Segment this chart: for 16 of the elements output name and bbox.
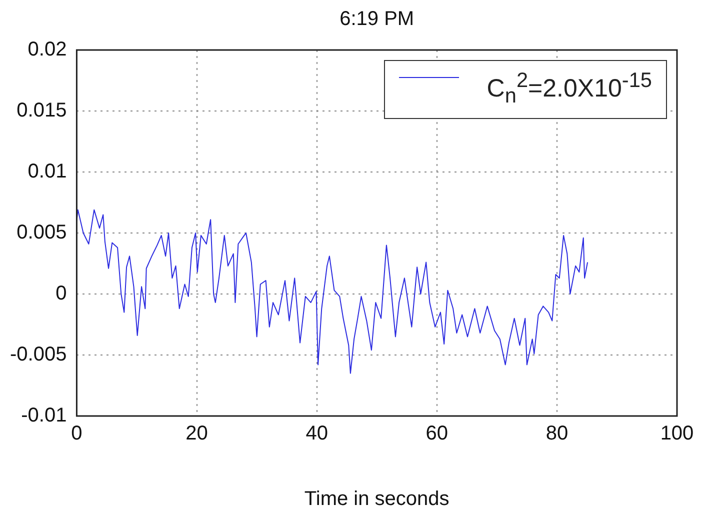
x-tick-label: 40 (306, 422, 328, 445)
y-tick-label: 0 (56, 282, 67, 305)
y-tick-label: 0.005 (16, 222, 67, 244)
x-tick-label: 20 (186, 422, 208, 445)
x-tick-label: 100 (660, 422, 694, 445)
y-tick-label: -0.01 (21, 404, 67, 427)
legend-label: C$_{n}$$^{2}$=2.0X10$^{-15}$ (486, 69, 652, 108)
x-tick-label: 60 (426, 422, 448, 445)
y-tick-label: 0.02 (28, 38, 67, 61)
y-tick-label: 0.01 (28, 160, 67, 183)
x-tick-label: 80 (546, 422, 568, 445)
x-tick-label: 0 (71, 422, 82, 445)
x-axis-title: Time in seconds (303, 488, 450, 511)
chart-title: 6:19 PM (338, 8, 416, 31)
y-tick-label: -0.005 (10, 344, 67, 366)
y-tick-label: 0.015 (16, 100, 67, 122)
